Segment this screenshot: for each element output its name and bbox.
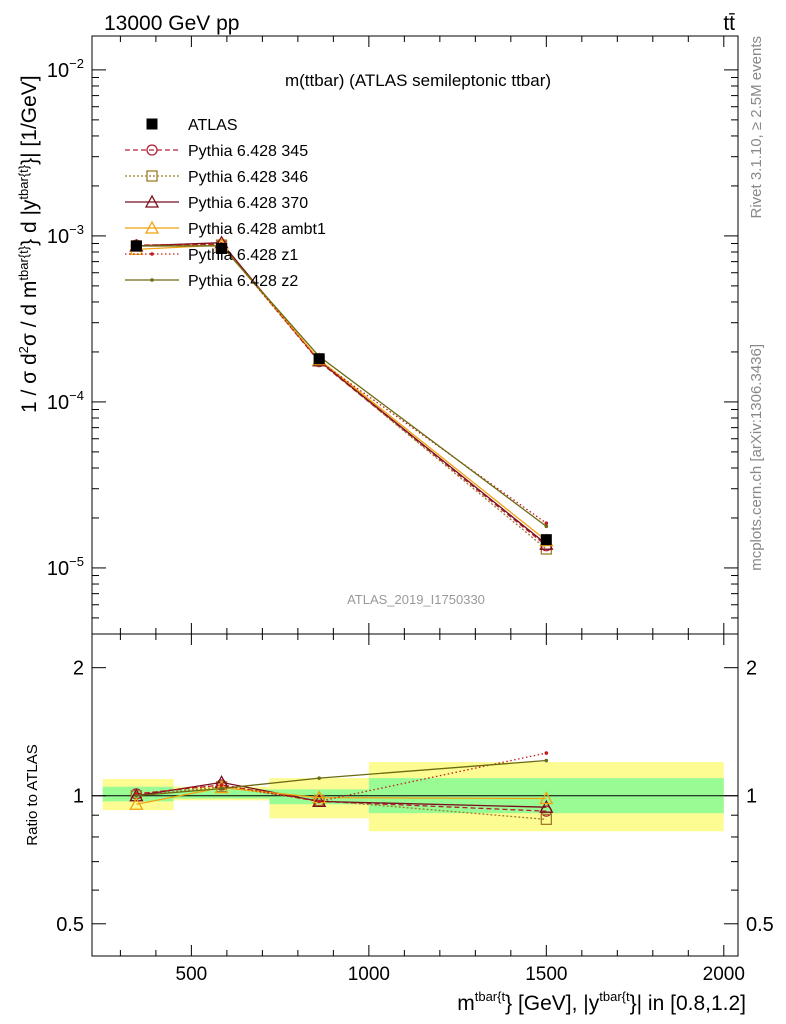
ratio-y-tick-label-right: 0.5: [746, 914, 774, 936]
atlas-data-points: [130, 240, 552, 546]
legend-entry: Pythia 6.428 z1: [188, 247, 298, 264]
analysis-watermark: ATLAS_2019_I1750330: [347, 592, 485, 607]
legend-entry: Pythia 6.428 z2: [188, 273, 298, 290]
ratio-y-tick-label-right: 1: [746, 786, 757, 808]
series-line: [136, 245, 547, 527]
ratio-series-marker: [134, 793, 139, 798]
main-y-axis-label: 1 / σ d2σ / d mtbar{t}} d |ytbar{t}}| [1…: [16, 75, 41, 413]
y-tick-label: 10−4: [47, 388, 84, 414]
legend-entry: Pythia 6.428 345: [188, 143, 308, 160]
series-marker: [544, 521, 549, 525]
ratio-y-axis-label: Ratio to ATLAS: [24, 744, 41, 845]
legend-marker: [144, 194, 160, 208]
ratio-series-marker: [544, 758, 549, 763]
ratio-y-tick-label: 0.5: [56, 914, 84, 936]
atlas-data-point: [313, 353, 325, 365]
x-tick-label: 500: [176, 964, 208, 985]
legend-marker: [144, 220, 160, 234]
ratio-y-tick-label: 1: [73, 786, 84, 808]
ratio-ticks: 500 1000 1500 2000 0.5 0.5 1 1 2 2: [56, 623, 774, 985]
legend-marker: [150, 252, 154, 256]
legend-marker: [146, 170, 158, 182]
legend: ATLAS Pythia 6.428 345 Pythia 6.428 346 Pyt…: [125, 117, 326, 290]
stat-band: [173, 789, 270, 799]
ratio-series-marker: [214, 780, 229, 794]
plot-title: m(ttbar) (ATLAS semileptonic ttbar): [285, 71, 551, 90]
atlas-data-point: [216, 242, 228, 254]
ratio-series-marker: [317, 799, 321, 804]
ratio-series-marker: [540, 813, 552, 826]
series-line: [136, 244, 547, 550]
main-y-ticks: 10−5 10−4 10−3 10−2: [47, 36, 738, 635]
ratio-panel: 500 1000 1500 2000 0.5 0.5 1 1 2 2 Ratio to ATLAS…: [24, 623, 774, 1015]
series-marker: [544, 524, 549, 529]
process-label: tt̄: [723, 12, 735, 35]
collision-label: 13000 GeV pp: [104, 12, 239, 35]
mcplots-label: mcplots.cern.ch [arXiv:1306.3436]: [748, 344, 765, 571]
ratio-series-marker: [312, 794, 327, 808]
ratio-series-line: [136, 752, 547, 803]
ratio-y-tick-label-right: 2: [746, 658, 757, 680]
ratio-series-line: [136, 781, 547, 808]
legend-entry: ATLAS: [188, 117, 238, 134]
legend-marker: [146, 144, 158, 156]
legend-entry: Pythia 6.428 346: [188, 169, 308, 186]
ratio-y-tick-label: 2: [73, 658, 84, 680]
uncertainty-bands: [92, 762, 738, 832]
legend-entry: Pythia 6.428 370: [188, 195, 308, 212]
y-tick-label: 10−3: [47, 222, 84, 248]
rivet-version-label: Rivet 3.1.10, ≥ 2.5M events: [748, 36, 765, 219]
ratio-series-marker: [219, 786, 224, 791]
ratio-series-marker: [539, 791, 554, 805]
ratio-series-marker: [129, 796, 144, 810]
legend-entry: Pythia 6.428 ambt1: [188, 221, 326, 238]
ratio-series-line: [136, 786, 547, 805]
y-tick-label: 10−5: [47, 554, 84, 580]
x-tick-label: 1000: [348, 964, 390, 985]
ratio-series-marker: [219, 783, 224, 787]
y-tick-label: 10−2: [47, 56, 84, 82]
x-tick-label: 2000: [703, 964, 745, 985]
atlas-data-point: [130, 240, 142, 252]
ratio-series-lines: [129, 751, 554, 826]
ratio-series-line: [136, 759, 547, 797]
x-tick-label: 1500: [525, 964, 567, 985]
ratio-series-marker: [317, 776, 321, 780]
legend-marker: [150, 278, 154, 282]
atlas-data-point: [540, 534, 552, 546]
ratio-series-marker: [539, 799, 554, 813]
legend-marker: [146, 118, 158, 130]
ratio-frame: [91, 633, 739, 957]
main-panel: 10−5 10−4 10−3 10−2 m(ttbar) (ATLAS semilep…: [16, 35, 739, 635]
x-axis-label: mtbar{t} [GeV], |ytbar{t}| in [0.8,1.2]: [457, 989, 746, 1015]
ratio-series-marker: [544, 751, 549, 755]
